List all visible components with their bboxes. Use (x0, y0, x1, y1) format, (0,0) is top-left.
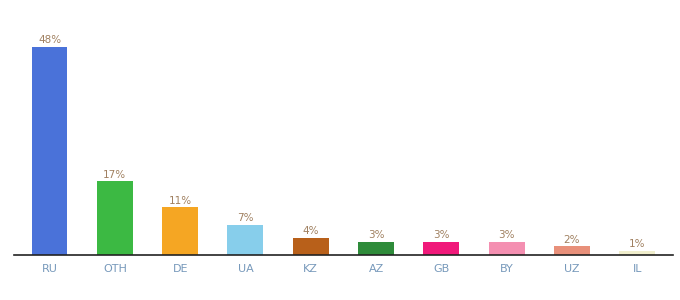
Text: 11%: 11% (169, 196, 192, 206)
Text: 4%: 4% (303, 226, 319, 236)
Bar (619, 251, 656, 255)
Text: 17%: 17% (103, 169, 126, 180)
Text: 3%: 3% (498, 230, 515, 240)
Bar (97, 181, 133, 255)
Bar (489, 242, 525, 255)
Text: 1%: 1% (629, 239, 645, 249)
Text: 7%: 7% (237, 213, 254, 223)
Bar (31, 47, 67, 255)
Text: 48%: 48% (38, 35, 61, 45)
Text: 3%: 3% (433, 230, 449, 240)
Bar (228, 225, 263, 255)
Text: 3%: 3% (368, 230, 384, 240)
Text: 2%: 2% (564, 235, 580, 244)
Bar (162, 207, 198, 255)
Bar (358, 242, 394, 255)
Bar (554, 246, 590, 255)
Bar (293, 238, 328, 255)
Bar (424, 242, 459, 255)
